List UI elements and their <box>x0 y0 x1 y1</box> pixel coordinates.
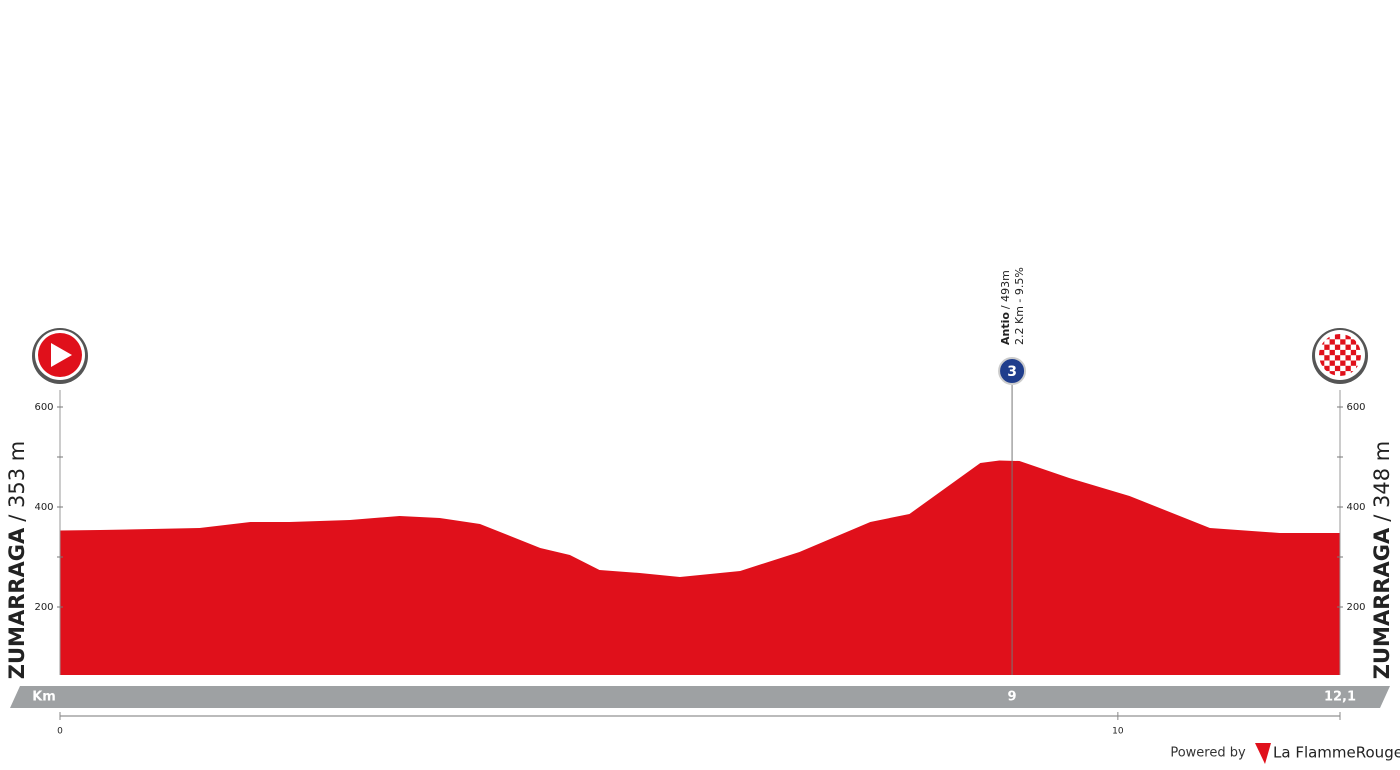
x-tick-label: 0 <box>57 727 63 737</box>
climb-label: Antio / 493m <box>999 270 1012 345</box>
check <box>1329 360 1335 366</box>
climb-altitude: / 493m <box>999 270 1012 309</box>
check <box>1340 371 1346 376</box>
check <box>1340 360 1346 366</box>
climb-name: Antio <box>999 312 1012 345</box>
climb-detail: 2.2 Km - 9.5% <box>1013 267 1026 345</box>
check <box>1350 349 1357 356</box>
y-tick-label: 200 <box>1346 602 1365 613</box>
check <box>1340 349 1346 356</box>
km-bar <box>10 686 1390 708</box>
y-tick-label: 600 <box>34 402 53 413</box>
climb-badge <box>998 357 1027 385</box>
check <box>1356 344 1361 350</box>
y-tick-label: 400 <box>34 502 53 513</box>
y-tick-label: 600 <box>1346 402 1365 413</box>
check <box>1334 355 1341 361</box>
check <box>1356 355 1361 361</box>
climb-km: 9 <box>1008 690 1017 705</box>
check <box>1345 355 1351 361</box>
x-tick-label: 10 <box>1112 727 1124 737</box>
footer-prefix: Powered by <box>1170 746 1246 761</box>
start-altitude: / 353 m <box>5 441 29 522</box>
check <box>1345 365 1351 372</box>
finish-name: ZUMARRAGA <box>1370 527 1394 679</box>
check <box>1329 339 1335 345</box>
check <box>1334 344 1341 350</box>
check <box>1340 339 1346 345</box>
start-name: ZUMARRAGA <box>5 527 29 679</box>
check <box>1345 334 1351 340</box>
check <box>1334 334 1341 340</box>
start-label: ZUMARRAGA / 353 m <box>5 441 29 679</box>
finish-icon <box>1312 328 1368 384</box>
check <box>1350 360 1357 366</box>
finish-altitude: / 348 m <box>1370 441 1394 522</box>
brand-logo <box>1255 743 1271 764</box>
check <box>1319 360 1325 366</box>
footer-brand: La FlammeRouge <box>1273 744 1400 762</box>
check <box>1329 371 1335 376</box>
finish-label: ZUMARRAGA / 348 m <box>1370 441 1394 679</box>
start-icon <box>32 328 88 384</box>
y-tick-label: 200 <box>34 602 53 613</box>
check <box>1329 349 1335 356</box>
elevation-area <box>60 460 1340 675</box>
check <box>1324 355 1330 361</box>
y-tick-label: 400 <box>1346 502 1365 513</box>
check <box>1324 365 1330 372</box>
check <box>1334 365 1341 372</box>
check <box>1350 339 1357 345</box>
climb-category: 3 <box>1007 364 1017 380</box>
check <box>1319 349 1325 356</box>
check <box>1345 344 1351 350</box>
distance-label: 12,1 <box>1324 690 1356 705</box>
check <box>1324 344 1330 350</box>
x-axis-label: Km <box>32 690 56 705</box>
